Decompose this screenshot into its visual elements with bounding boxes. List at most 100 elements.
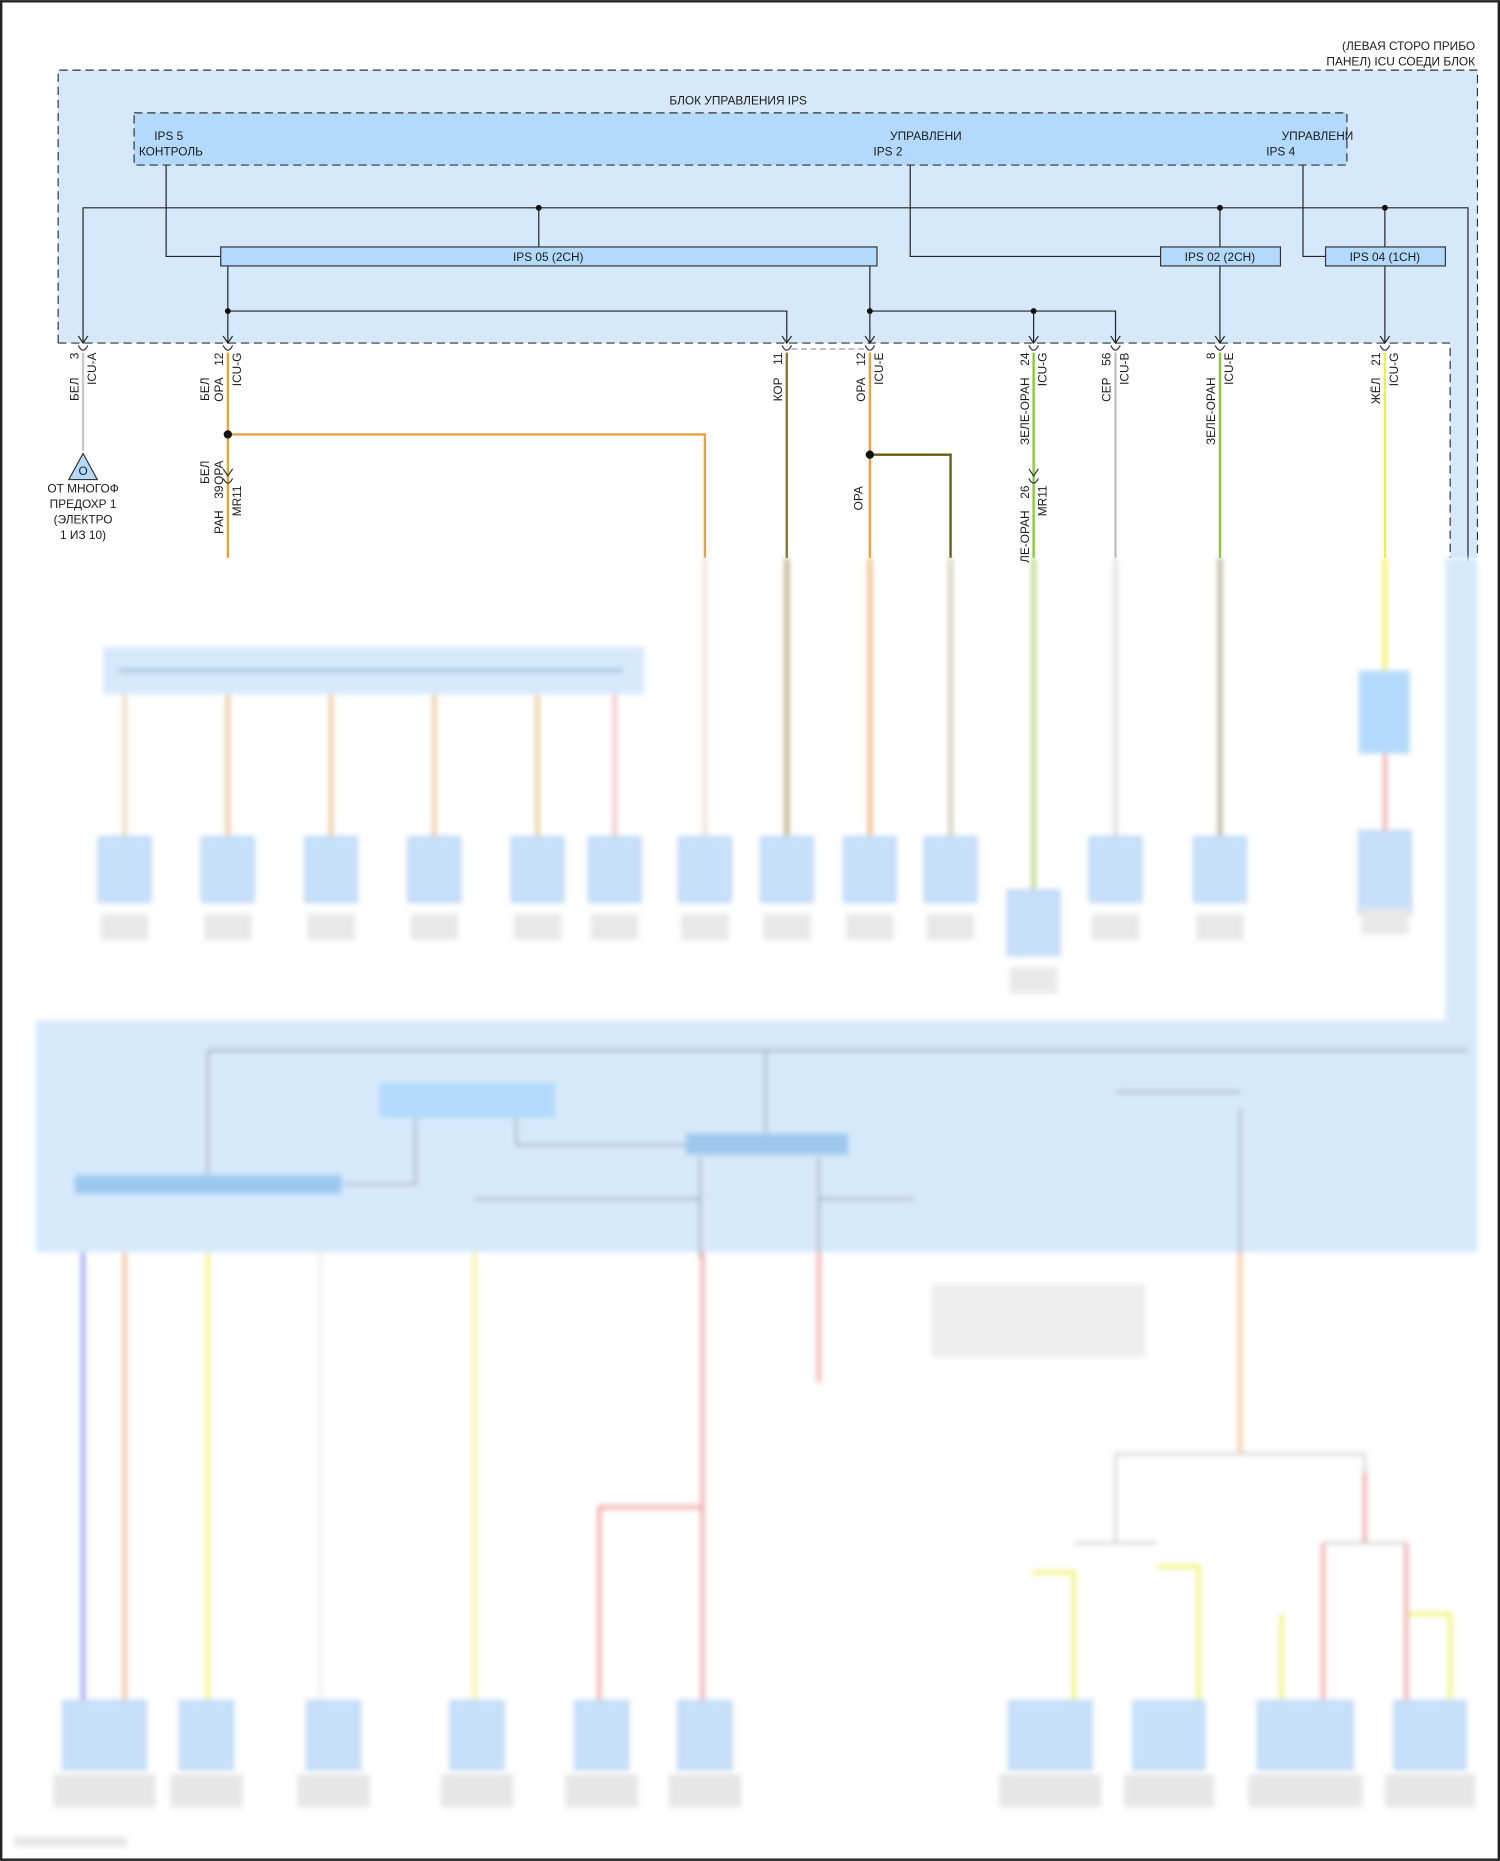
pin-number: 39	[212, 485, 226, 499]
connector-pin-icon	[77, 345, 89, 351]
component-box	[923, 836, 978, 903]
pin-number: 26	[1018, 485, 1032, 499]
fuse-source: O ОТ МНОГОФ ПРЕДОХР 1 (ЭЛЕКТРО 1 ИЗ 10)	[47, 452, 119, 542]
component-box	[306, 1700, 361, 1771]
arrow-icon	[1110, 335, 1121, 345]
component-box	[1358, 830, 1412, 915]
component-box	[677, 1700, 733, 1771]
pin-number: 11	[771, 352, 785, 365]
switch-ips04-label: IPS 04 (1CH)	[1350, 250, 1421, 264]
component-box	[1088, 836, 1143, 903]
connector-pin-icon	[1110, 345, 1121, 351]
ips2-label-2: IPS 2	[873, 145, 902, 159]
fuse-label-3: (ЭЛЕКТРО	[54, 512, 113, 526]
icu-junction-block	[58, 70, 1478, 344]
ips-block-title: БЛОК УПРАВЛЕНИЯ IPS	[669, 94, 807, 108]
component-box	[1193, 836, 1247, 903]
component-box	[843, 836, 897, 903]
connector-id: ICU-G	[1387, 353, 1401, 387]
connector-block-label-2: ПАНЕЛ) ICU СОЕДИ БЛОК	[1326, 54, 1475, 68]
fuse-label-2: ПРЕДОХР 1	[50, 497, 117, 511]
ips5-label-1: IPS 5	[154, 129, 183, 143]
arrow-icon	[222, 335, 234, 345]
connector-pin-icon	[1028, 345, 1039, 351]
fuse-label-1: ОТ МНОГОФ	[47, 482, 118, 496]
wire-color-label: ЖЁЛ	[1369, 377, 1383, 404]
pin-number: 24	[1018, 352, 1032, 366]
arrow-icon	[77, 335, 89, 345]
switch-ips05-label: IPS 05 (2CH)	[513, 250, 584, 264]
connector-pin-icon	[222, 345, 234, 351]
pin-number: 21	[1369, 352, 1383, 366]
arrow-icon	[1028, 335, 1039, 345]
arrow-icon	[781, 335, 793, 345]
component-box	[510, 836, 565, 903]
connector-id: ICU-E	[1222, 352, 1236, 384]
switch-ips02-label: IPS 02 (2CH)	[1185, 250, 1256, 264]
wire-color-label: БЕЛ	[67, 377, 81, 400]
inline-connector-icon	[222, 468, 234, 484]
switch-ips04: IPS 04 (1CH)	[1324, 246, 1447, 267]
component-box	[1393, 1700, 1467, 1771]
pin-number: 56	[1100, 352, 1114, 366]
connector-id: ICU-G	[1036, 353, 1050, 387]
connector-id: MR11	[230, 485, 244, 516]
fuse-symbol: O	[78, 464, 87, 478]
inline-connector-icon	[1028, 468, 1039, 484]
wire-color-label: КОР	[771, 377, 785, 401]
wire-color-label: ОРА	[212, 460, 226, 484]
junction-dots	[224, 204, 1388, 315]
external-wires	[81, 352, 1387, 558]
connector-id: MR11	[1036, 485, 1050, 516]
wire-color-label: РАН	[212, 510, 226, 534]
fuse-label-4: 1 ИЗ 10)	[60, 528, 106, 542]
connector-pin-icon	[1379, 345, 1391, 351]
ips4-label-1: УПРАВЛЕНИ	[1282, 129, 1354, 143]
pin-number: 3	[67, 352, 81, 359]
connector-id: ICU-B	[1118, 352, 1132, 384]
component-box	[304, 836, 358, 903]
ips5-label-2: КОНТРОЛЬ	[139, 145, 203, 159]
wire-color-label: ОРА	[854, 377, 868, 401]
connector-block-label-1: (ЛЕВАЯ СТОРО ПРИБО	[1342, 39, 1475, 53]
blurred-lower-diagram	[14, 557, 1478, 1847]
pin-number: 8	[1204, 352, 1218, 359]
switch-ips02: IPS 02 (2CH)	[1160, 246, 1282, 267]
wire-color-label: ОРА	[212, 377, 226, 401]
ips2-label-1: УПРАВЛЕНИ	[890, 129, 962, 143]
connector-pin-icon	[864, 345, 876, 351]
switch-ips05: IPS 05 (2CH)	[220, 246, 878, 267]
arrow-icon	[864, 335, 876, 345]
component-box	[407, 836, 462, 903]
component-box	[449, 1700, 505, 1771]
ips4-label-2: IPS 4	[1266, 145, 1295, 159]
component-box	[588, 836, 642, 903]
wire-color-label: БЕЛ	[198, 377, 212, 400]
component-box	[760, 836, 814, 903]
splice-wire-label: ОРА	[852, 486, 866, 510]
wire-color-label: СЕР	[1100, 377, 1114, 401]
component-box	[574, 1700, 629, 1771]
connector-pin-icon	[781, 345, 793, 351]
connector-pin-icon	[1214, 345, 1226, 351]
ips-control-unit	[133, 112, 1348, 166]
component-box	[201, 836, 255, 903]
wire-color-label: ЛЕ-ОРАН	[1018, 510, 1032, 562]
arrow-icon	[1379, 335, 1391, 345]
component-box	[1257, 1700, 1354, 1771]
wire-color-label: БЕЛ	[198, 461, 212, 484]
component-box	[62, 1700, 147, 1771]
component-box	[97, 836, 152, 903]
pin-number: 12	[212, 353, 226, 366]
component-box	[1008, 1700, 1093, 1771]
component-box	[179, 1700, 234, 1771]
wire-color-label: ЗЕЛЕ-ОРАН	[1204, 377, 1218, 445]
connector-id: ICU-A	[85, 352, 99, 384]
connector-id: ICU-E	[872, 352, 886, 384]
component-box	[678, 836, 732, 903]
connector-id: ICU-G	[230, 353, 244, 387]
arrow-icon	[1214, 335, 1226, 345]
